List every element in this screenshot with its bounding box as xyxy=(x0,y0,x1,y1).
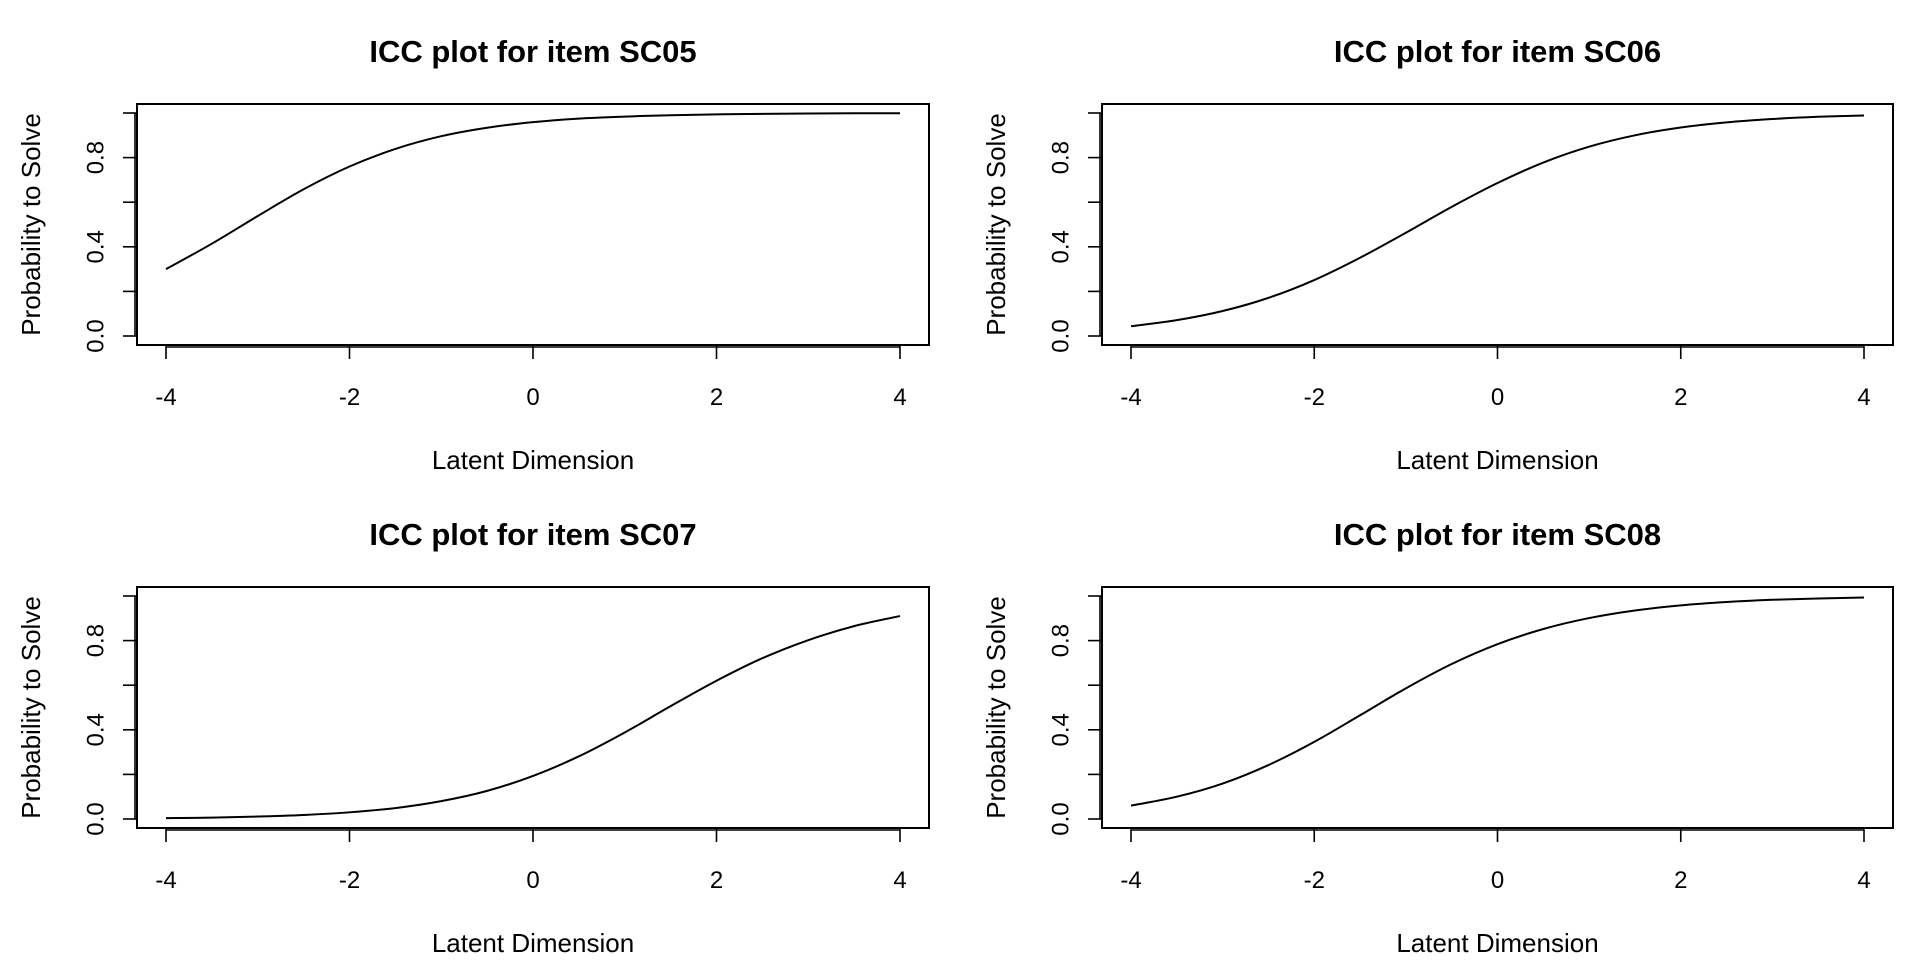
x-tick-label: 2 xyxy=(1674,384,1687,411)
icc-panel: ICC plot for item SC06 -4 -2 0 2 4 0.0 0.4 0.8 La… xyxy=(981,34,1894,475)
x-tick-label: -4 xyxy=(1120,384,1141,411)
x-tick-label: 2 xyxy=(710,867,723,894)
x-tick-label: -4 xyxy=(155,384,176,411)
y-tick-label: 0.4 xyxy=(1047,713,1074,746)
x-tick-label: 0 xyxy=(526,867,539,894)
x-tick-label: -2 xyxy=(1304,867,1325,894)
y-tick-label: 0.8 xyxy=(1047,624,1074,657)
plot-frame xyxy=(136,586,930,829)
y-tick-label: 0.8 xyxy=(82,624,109,657)
icc-curve-line xyxy=(165,112,901,270)
plot-frame xyxy=(1101,586,1894,829)
x-tick-label: -4 xyxy=(155,867,176,894)
x-tick-label: 2 xyxy=(1674,867,1687,894)
x-axis-label: Latent Dimension xyxy=(432,928,634,958)
panel-title: ICC plot for item SC05 xyxy=(369,34,696,69)
panel-title: ICC plot for item SC07 xyxy=(369,517,696,552)
y-tick-label: 0.8 xyxy=(82,141,109,174)
plot-frame xyxy=(1101,103,1894,346)
x-tick-label: -2 xyxy=(339,384,360,411)
y-tick-label: 0.4 xyxy=(1047,230,1074,263)
y-axis-label: Probability to Solve xyxy=(981,596,1011,819)
x-tick-label: -2 xyxy=(1304,384,1325,411)
x-axis-label: Latent Dimension xyxy=(1396,445,1598,475)
x-tick-label: -4 xyxy=(1120,867,1141,894)
icc-panel: ICC plot for item SC08 -4 -2 0 2 4 0.0 0.4 0.8 La… xyxy=(981,517,1894,958)
y-tick-label: 0.8 xyxy=(1047,141,1074,174)
x-tick-label: 0 xyxy=(1491,867,1504,894)
x-axis-label: Latent Dimension xyxy=(432,445,634,475)
icc-panel: ICC plot for item SC07 -4 -2 0 2 4 0.0 0.4 0.8 La… xyxy=(16,517,930,958)
x-axis-label: Latent Dimension xyxy=(1396,928,1598,958)
icc-curve-line xyxy=(165,615,901,820)
y-tick-label: 0.0 xyxy=(82,802,109,835)
x-tick-label: -2 xyxy=(339,867,360,894)
y-tick-label: 0.0 xyxy=(82,319,109,352)
y-tick-label: 0.0 xyxy=(1047,802,1074,835)
y-tick-label: 0.4 xyxy=(82,713,109,746)
panel-title: ICC plot for item SC08 xyxy=(1334,517,1661,552)
y-tick-label: 0.4 xyxy=(82,230,109,263)
x-tick-label: 2 xyxy=(710,384,723,411)
x-tick-label: 4 xyxy=(1857,867,1870,894)
icc-curve-line xyxy=(1130,114,1865,328)
plot-frame xyxy=(136,103,930,346)
x-tick-label: 0 xyxy=(1491,384,1504,411)
y-tick-label: 0.0 xyxy=(1047,319,1074,352)
x-tick-label: 4 xyxy=(893,384,906,411)
panel-title: ICC plot for item SC06 xyxy=(1334,34,1661,69)
y-axis-label: Probability to Solve xyxy=(16,596,46,819)
y-axis-label: Probability to Solve xyxy=(16,113,46,336)
x-tick-label: 4 xyxy=(1857,384,1870,411)
x-tick-label: 4 xyxy=(893,867,906,894)
icc-curve-line xyxy=(1130,596,1865,807)
x-tick-label: 0 xyxy=(526,384,539,411)
y-axis-label: Probability to Solve xyxy=(981,113,1011,336)
icc-panel: ICC plot for item SC05 -4 -2 0 2 4 0.0 0.4 0.8 La… xyxy=(16,34,930,475)
